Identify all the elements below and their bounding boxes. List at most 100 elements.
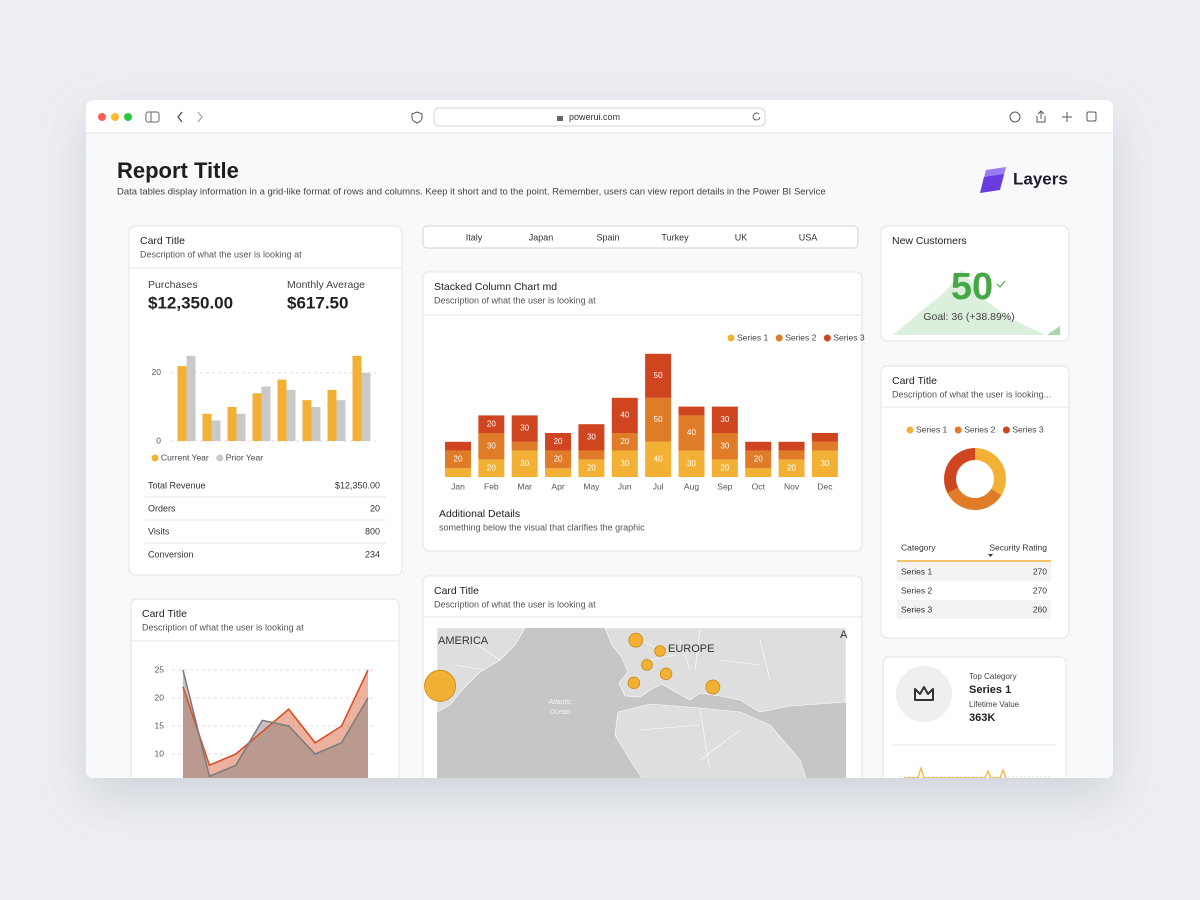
top-category-value: Series 1 <box>969 684 1011 696</box>
tabs-icon[interactable] <box>1086 111 1097 122</box>
filter-bar <box>422 225 859 249</box>
details-text: something below the visual that clarifie… <box>439 522 645 532</box>
filter-option[interactable]: Turkey <box>661 232 689 242</box>
map-bubble <box>424 669 457 702</box>
bar <box>361 372 371 441</box>
data-label: 20 <box>454 455 463 464</box>
data-label: 30 <box>487 441 496 450</box>
map-bubble <box>654 645 666 657</box>
legend-label: Series 2 <box>785 332 816 342</box>
donut-slice <box>947 487 1002 510</box>
legend-swatch <box>727 334 735 342</box>
bubble-map <box>424 632 721 702</box>
icon-circle <box>896 666 952 722</box>
zoom-button[interactable] <box>124 113 132 121</box>
bar-segment <box>645 397 672 442</box>
card-description: Description of what the user is looking … <box>140 249 302 259</box>
map-bubble <box>705 679 721 695</box>
bar-segment <box>645 441 672 477</box>
sparkline <box>904 765 1007 778</box>
data-label: 30 <box>820 459 829 468</box>
bar-segment <box>511 441 538 451</box>
y-tick-label: 25 <box>155 664 165 674</box>
card-title: Card Title <box>892 375 937 387</box>
filter-option[interactable]: Spain <box>596 232 619 242</box>
legend-label: Series 3 <box>833 332 864 342</box>
bar-segment <box>678 450 705 477</box>
bar-segment <box>444 441 471 451</box>
crown-icon <box>914 686 934 701</box>
data-label: 30 <box>520 424 529 433</box>
brand-name: Layers <box>1013 169 1068 188</box>
privacy-icon[interactable] <box>411 111 423 124</box>
row-label: Visits <box>148 526 170 536</box>
bar-segment <box>778 459 805 477</box>
data-label: 20 <box>487 419 496 428</box>
bar <box>211 420 221 441</box>
download-icon[interactable] <box>1009 111 1021 123</box>
table-header[interactable]: Category <box>901 542 936 552</box>
map-land <box>436 627 526 713</box>
bar-chart: 0 20 Current Year Prior Year <box>151 355 376 462</box>
map-bubble <box>628 632 644 648</box>
y-tick-label: 0 <box>156 435 161 445</box>
bar <box>311 406 321 441</box>
bar-segment <box>611 397 638 433</box>
url: powerui.com <box>569 112 620 122</box>
bar-segment <box>711 459 738 477</box>
card-title: Card Title <box>140 235 185 247</box>
metric-value: $12,350.00 <box>148 293 233 312</box>
legend-label: Series 3 <box>1012 424 1043 434</box>
address-bar[interactable] <box>433 107 766 127</box>
row-value: $12,350.00 <box>335 480 380 490</box>
data-label: 20 <box>554 455 563 464</box>
sidebar-icon[interactable] <box>145 111 160 123</box>
data-label: 40 <box>620 411 629 420</box>
region-label: A <box>840 629 848 641</box>
row-label: Total Revenue <box>148 480 206 490</box>
area <box>183 670 368 778</box>
data-label: 20 <box>620 437 629 446</box>
data-label: 30 <box>720 441 729 450</box>
area <box>183 670 368 778</box>
filter-option[interactable]: Italy <box>466 232 483 242</box>
reload-icon[interactable] <box>752 112 761 121</box>
y-tick-label: 15 <box>155 720 165 730</box>
new-tab-icon[interactable] <box>1062 112 1072 122</box>
legend-label: Prior Year <box>226 452 263 462</box>
bar-segment <box>511 415 538 442</box>
ocean-label: Ocean <box>550 709 571 716</box>
legend-label: Series 1 <box>737 332 768 342</box>
card-title: Card Title <box>142 608 187 620</box>
forward-button[interactable] <box>197 111 203 123</box>
table-cell: Series 3 <box>901 604 932 614</box>
table-row-bg <box>897 562 1051 581</box>
filter-option[interactable]: USA <box>799 232 818 242</box>
card-description: Description of what the user is looking … <box>434 295 596 305</box>
data-label: 50 <box>654 415 663 424</box>
bar-segment <box>611 433 638 451</box>
kpi-trend-area <box>893 270 1045 335</box>
filter-option[interactable]: Japan <box>529 232 554 242</box>
bar-segment <box>545 468 572 477</box>
x-tick-label: Jul <box>653 481 664 491</box>
bar-segment <box>478 433 505 460</box>
table-row-bg <box>897 600 1051 619</box>
filter-option[interactable]: UK <box>735 232 748 242</box>
back-button[interactable] <box>177 111 183 123</box>
lock-icon <box>557 116 563 121</box>
share-icon[interactable] <box>1036 110 1046 123</box>
minimize-button[interactable] <box>111 113 119 121</box>
donut-chart: Series 1 Series 2 Series 3 <box>906 424 1044 510</box>
bar-segment <box>778 450 805 460</box>
bar-segment <box>745 441 772 451</box>
table-cell: Series 1 <box>901 566 932 576</box>
stacked-card <box>422 271 863 552</box>
data-label: 20 <box>720 463 729 472</box>
logo-front <box>980 174 1004 193</box>
x-tick-label: Jun <box>618 481 632 491</box>
close-button[interactable] <box>98 113 106 121</box>
bar-segment <box>578 424 605 451</box>
table-cell: 270 <box>1033 566 1047 576</box>
table-header[interactable]: Security Rating <box>989 542 1047 552</box>
